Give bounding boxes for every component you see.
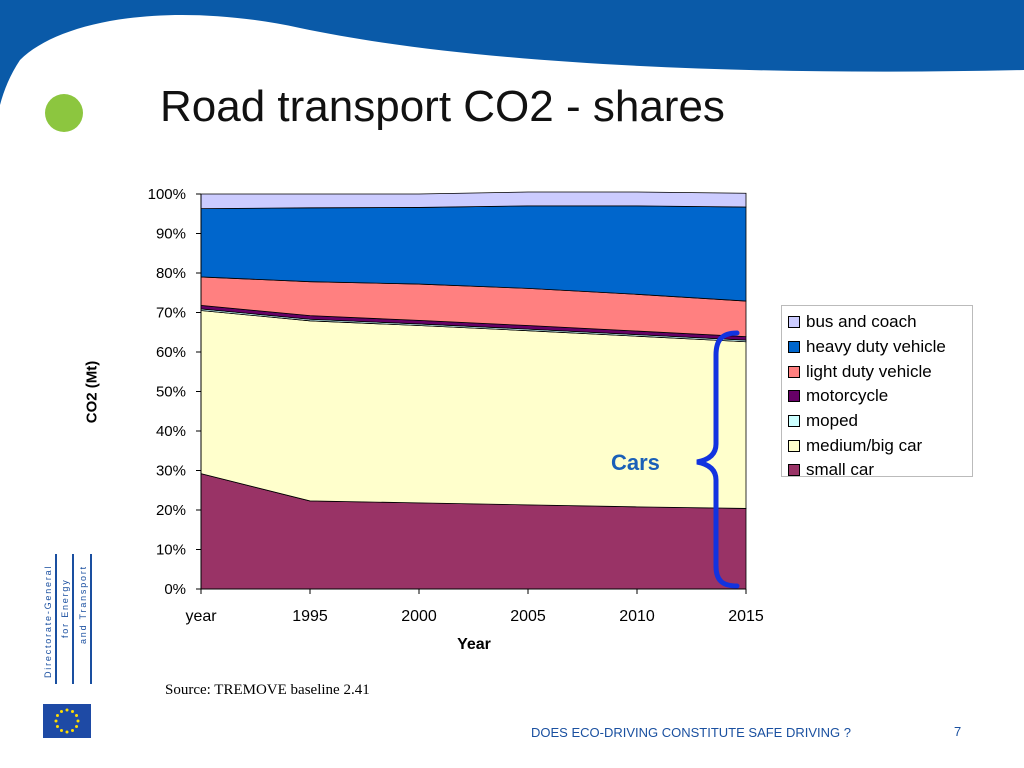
y-axis: 0% 10% 20% 30% 40% 50% 60% 70% 80% 90% 100% xyxy=(148,186,202,598)
y-tick-label: 70% xyxy=(156,305,186,322)
area-bus-and-coach xyxy=(200,191,747,210)
legend-label: small car xyxy=(806,460,875,480)
y-tick-label: 100% xyxy=(148,186,186,203)
legend-label: light duty vehicle xyxy=(806,361,932,381)
y-tick-label: 10% xyxy=(156,542,186,559)
legend-swatch xyxy=(788,415,800,428)
banner-wave xyxy=(0,0,1024,105)
source-note: Source: TREMOVE baseline 2.41 xyxy=(165,682,370,698)
eu-star xyxy=(75,714,79,717)
legend-swatch xyxy=(788,439,800,452)
x-tick-label: 2005 xyxy=(510,608,546,625)
y-tick-label: 20% xyxy=(156,502,186,519)
legend-item: medium/big car xyxy=(788,433,972,458)
eu-flag-icon xyxy=(43,704,91,738)
x-tick-label: 2010 xyxy=(619,608,655,625)
eu-star xyxy=(55,714,59,717)
y-axis-title: CO2 (Mt) xyxy=(83,360,101,424)
legend-swatch xyxy=(788,316,800,329)
y-tick-label: 50% xyxy=(156,384,186,401)
area-medium-big-car xyxy=(200,310,747,509)
legend-label: motorcycle xyxy=(806,386,889,406)
y-tick-label: 60% xyxy=(156,344,186,361)
legend-item: heavy duty vehicle xyxy=(788,335,972,360)
page-title: Road transport CO2 - shares xyxy=(160,82,725,131)
cars-annotation: Cars xyxy=(611,450,660,475)
y-tick-label: 80% xyxy=(156,265,186,282)
logo-line-1: Directorate-General xyxy=(43,564,53,678)
eu-star xyxy=(71,709,74,713)
legend-swatch xyxy=(788,390,800,403)
legend-item: bus and coach xyxy=(788,310,972,335)
y-tick-label: 30% xyxy=(156,463,186,480)
logo-line-2: for Energy xyxy=(60,578,70,638)
legend-item: moped xyxy=(788,409,972,434)
eu-star xyxy=(75,725,79,728)
y-tick-label: 0% xyxy=(164,581,186,598)
chart-legend: bus and coach heavy duty vehicle light dut… xyxy=(781,305,973,479)
legend-item: motorcycle xyxy=(788,384,972,409)
x-tick-label: 2015 xyxy=(728,608,764,625)
legend-swatch xyxy=(788,341,800,354)
x-axis: year 1995 2000 2005 2010 2015 xyxy=(185,588,764,625)
legend-label: heavy duty vehicle xyxy=(806,337,946,357)
x-tick-label: 2000 xyxy=(401,608,437,625)
eu-star xyxy=(71,729,74,733)
legend-swatch xyxy=(788,464,800,477)
eu-star xyxy=(55,725,59,728)
x-axis-title: Year xyxy=(457,636,491,653)
eu-star xyxy=(60,729,63,733)
eu-star xyxy=(65,730,69,734)
y-tick-label: 40% xyxy=(156,423,186,440)
footer-title: DOES ECO-DRIVING CONSTITUTE SAFE DRIVING… xyxy=(531,725,851,740)
eu-star xyxy=(76,719,80,723)
page-number: 7 xyxy=(954,724,962,739)
legend-swatch xyxy=(788,365,800,378)
legend-label: medium/big car xyxy=(806,435,923,455)
x-tick-label: year xyxy=(185,608,217,625)
legend-label: bus and coach xyxy=(806,312,917,332)
legend-item: light duty vehicle xyxy=(788,359,972,384)
eu-star xyxy=(65,708,69,712)
eu-star xyxy=(60,709,63,713)
header-banner xyxy=(0,0,1024,105)
eu-star xyxy=(54,719,58,723)
logo-line-3: and Transport xyxy=(78,565,88,644)
cars-brace xyxy=(696,330,740,589)
x-tick-label: 1995 xyxy=(292,608,328,625)
area-layers xyxy=(200,191,747,590)
dg-energy-transport-logo: Directorate-General for Energy and Trans… xyxy=(40,550,96,688)
y-tick-label: 90% xyxy=(156,226,186,243)
title-bullet xyxy=(45,94,83,132)
legend-label: moped xyxy=(806,411,858,431)
legend-item: small car xyxy=(788,458,972,483)
